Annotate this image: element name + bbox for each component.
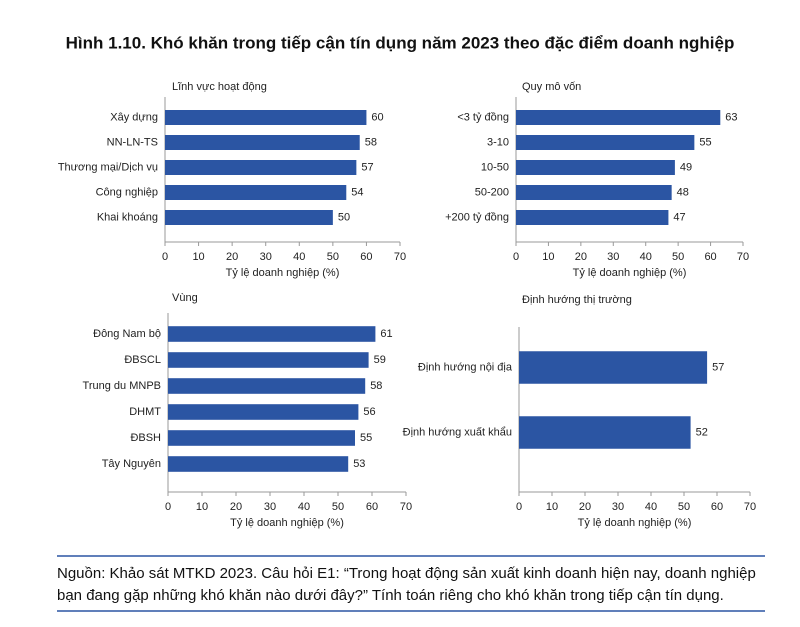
bar xyxy=(516,160,675,175)
y-tick-label: ĐBSH xyxy=(130,432,161,444)
x-tick-label: 60 xyxy=(366,501,378,513)
y-tick-label: 50-200 xyxy=(475,186,509,198)
x-axis-label: Tỷ lệ doanh nghiệp (%) xyxy=(226,267,340,279)
x-tick-label: 20 xyxy=(226,251,238,263)
value-label: 57 xyxy=(361,161,373,173)
x-tick-label: 70 xyxy=(744,501,756,513)
y-tick-label: Trung du MNPB xyxy=(83,380,161,392)
x-tick-label: 50 xyxy=(678,501,690,513)
bar xyxy=(168,326,376,342)
value-label: 60 xyxy=(371,111,383,123)
x-tick-label: 0 xyxy=(165,501,171,513)
value-label: 55 xyxy=(360,432,372,444)
y-tick-label: <3 tỷ đồng xyxy=(457,111,509,123)
y-tick-label: Công nghiệp xyxy=(96,186,158,198)
x-tick-label: 0 xyxy=(513,251,519,263)
y-tick-label: Định hướng nội địa xyxy=(418,361,513,373)
x-tick-label: 60 xyxy=(704,251,716,263)
value-label: 49 xyxy=(680,161,692,173)
y-tick-label: Xây dựng xyxy=(110,111,158,123)
x-tick-label: 30 xyxy=(264,501,276,513)
x-axis-label: Tỷ lệ doanh nghiệp (%) xyxy=(573,267,687,279)
x-tick-label: 10 xyxy=(192,251,204,263)
y-tick-label: Tây Nguyên xyxy=(102,458,161,470)
x-tick-label: 50 xyxy=(327,251,339,263)
x-tick-label: 70 xyxy=(737,251,749,263)
value-label: 55 xyxy=(699,136,711,148)
x-tick-label: 10 xyxy=(542,251,554,263)
bar xyxy=(519,351,708,384)
panel-title: Quy mô vốn xyxy=(522,81,581,93)
bar xyxy=(516,110,721,125)
y-tick-label: Thương mại/Dịch vụ xyxy=(58,161,158,173)
x-tick-label: 40 xyxy=(298,501,310,513)
bar xyxy=(168,404,359,420)
bar xyxy=(165,110,367,125)
x-tick-label: 10 xyxy=(196,501,208,513)
bar xyxy=(165,185,347,200)
bar xyxy=(168,352,369,368)
x-tick-label: 30 xyxy=(260,251,272,263)
x-tick-label: 40 xyxy=(645,501,657,513)
x-tick-label: 20 xyxy=(230,501,242,513)
x-tick-label: 30 xyxy=(612,501,624,513)
value-label: 50 xyxy=(338,211,350,223)
x-tick-label: 70 xyxy=(400,501,412,513)
bar xyxy=(165,135,360,150)
x-tick-label: 60 xyxy=(711,501,723,513)
value-label: 56 xyxy=(363,406,375,418)
x-tick-label: 30 xyxy=(607,251,619,263)
bar xyxy=(165,210,333,225)
y-tick-label: ĐBSCL xyxy=(124,354,161,366)
value-label: 47 xyxy=(673,211,685,223)
x-tick-label: 10 xyxy=(546,501,558,513)
y-tick-label: DHMT xyxy=(129,406,161,418)
x-tick-label: 40 xyxy=(293,251,305,263)
x-axis-label: Tỷ lệ doanh nghiệp (%) xyxy=(578,517,692,529)
y-tick-label: 10-50 xyxy=(481,161,509,173)
x-tick-label: 60 xyxy=(360,251,372,263)
value-label: 54 xyxy=(351,186,363,198)
bar xyxy=(165,160,357,175)
x-tick-label: 50 xyxy=(332,501,344,513)
x-axis-label: Tỷ lệ doanh nghiệp (%) xyxy=(230,517,344,529)
value-label: 63 xyxy=(725,111,737,123)
y-tick-label: +200 tỷ đồng xyxy=(445,211,509,223)
bar xyxy=(168,378,366,394)
value-label: 57 xyxy=(712,361,724,373)
value-label: 61 xyxy=(380,328,392,340)
y-tick-label: 3-10 xyxy=(487,136,509,148)
y-tick-label: NN-LN-TS xyxy=(107,136,158,148)
value-label: 58 xyxy=(365,136,377,148)
panel-title: Vùng xyxy=(172,292,198,304)
x-tick-label: 0 xyxy=(516,501,522,513)
panel-title: Lĩnh vực hoạt động xyxy=(172,81,267,93)
value-label: 53 xyxy=(353,458,365,470)
x-tick-label: 20 xyxy=(575,251,587,263)
y-tick-label: Định hướng xuất khẩu xyxy=(403,426,512,438)
y-tick-label: Đông Nam bộ xyxy=(93,328,161,340)
value-label: 58 xyxy=(370,380,382,392)
x-tick-label: 20 xyxy=(579,501,591,513)
x-tick-label: 50 xyxy=(672,251,684,263)
x-tick-label: 40 xyxy=(640,251,652,263)
bar xyxy=(519,416,691,449)
bar xyxy=(168,456,349,472)
panel-title: Định hướng thị trường xyxy=(522,294,632,306)
y-tick-label: Khai khoáng xyxy=(97,211,158,223)
figure-title: Hình 1.10. Khó khăn trong tiếp cận tín d… xyxy=(66,33,735,52)
bar xyxy=(168,430,355,446)
value-label: 52 xyxy=(696,426,708,438)
value-label: 48 xyxy=(677,186,689,198)
bar xyxy=(516,210,669,225)
x-tick-label: 0 xyxy=(162,251,168,263)
value-label: 59 xyxy=(374,354,386,366)
x-tick-label: 70 xyxy=(394,251,406,263)
bar xyxy=(516,185,672,200)
bar xyxy=(516,135,695,150)
source-note: Nguồn: Khảo sát MTKD 2023. Câu hỏi E1: “… xyxy=(57,565,756,604)
